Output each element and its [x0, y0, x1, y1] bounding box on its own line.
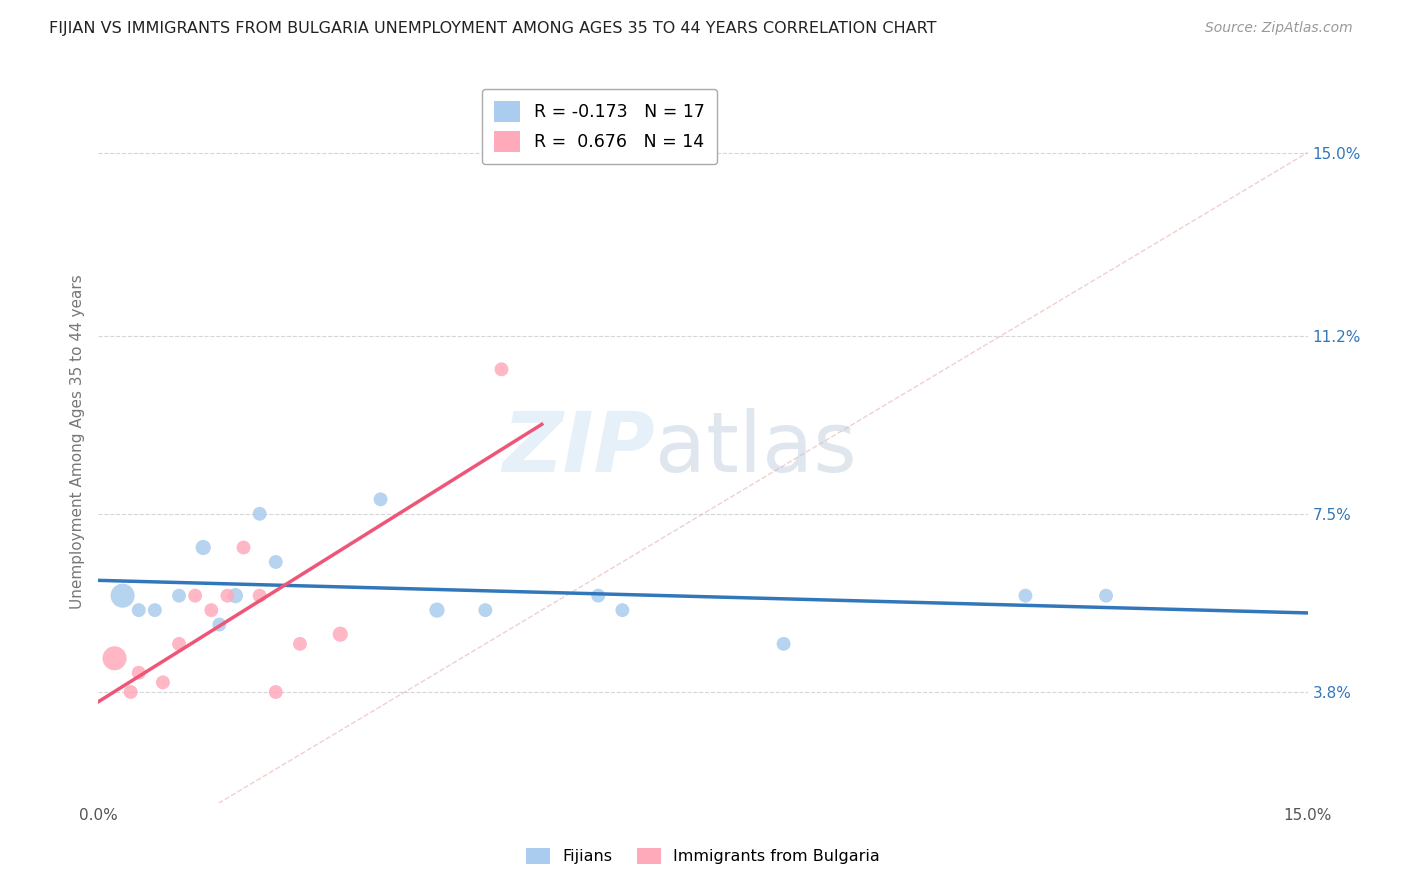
Text: FIJIAN VS IMMIGRANTS FROM BULGARIA UNEMPLOYMENT AMONG AGES 35 TO 44 YEARS CORREL: FIJIAN VS IMMIGRANTS FROM BULGARIA UNEMP…	[49, 21, 936, 37]
Point	[184, 589, 207, 603]
Legend: Fijians, Immigrants from Bulgaria: Fijians, Immigrants from Bulgaria	[520, 841, 886, 871]
Point	[103, 651, 125, 665]
Point	[288, 637, 311, 651]
Point	[128, 665, 150, 680]
Point	[612, 603, 634, 617]
Point	[1095, 589, 1118, 603]
Point	[200, 603, 222, 617]
Point	[1014, 589, 1036, 603]
Point	[264, 685, 287, 699]
Text: Source: ZipAtlas.com: Source: ZipAtlas.com	[1205, 21, 1353, 36]
Point	[120, 685, 142, 699]
Point	[167, 589, 190, 603]
Text: ZIP: ZIP	[502, 409, 655, 490]
Y-axis label: Unemployment Among Ages 35 to 44 years: Unemployment Among Ages 35 to 44 years	[69, 274, 84, 609]
Point	[426, 603, 449, 617]
Point	[111, 589, 134, 603]
Point	[370, 492, 392, 507]
Point	[264, 555, 287, 569]
Point	[208, 617, 231, 632]
Point	[249, 589, 271, 603]
Point	[143, 603, 166, 617]
Legend: R = -0.173   N = 17, R =  0.676   N = 14: R = -0.173 N = 17, R = 0.676 N = 14	[482, 89, 717, 164]
Point	[217, 589, 239, 603]
Point	[232, 541, 254, 555]
Point	[128, 603, 150, 617]
Point	[474, 603, 496, 617]
Point	[772, 637, 794, 651]
Point	[249, 507, 271, 521]
Point	[152, 675, 174, 690]
Point	[586, 589, 609, 603]
Point	[224, 589, 246, 603]
Point	[167, 637, 190, 651]
Text: atlas: atlas	[655, 409, 856, 490]
Point	[491, 362, 513, 376]
Point	[193, 541, 215, 555]
Point	[329, 627, 352, 641]
